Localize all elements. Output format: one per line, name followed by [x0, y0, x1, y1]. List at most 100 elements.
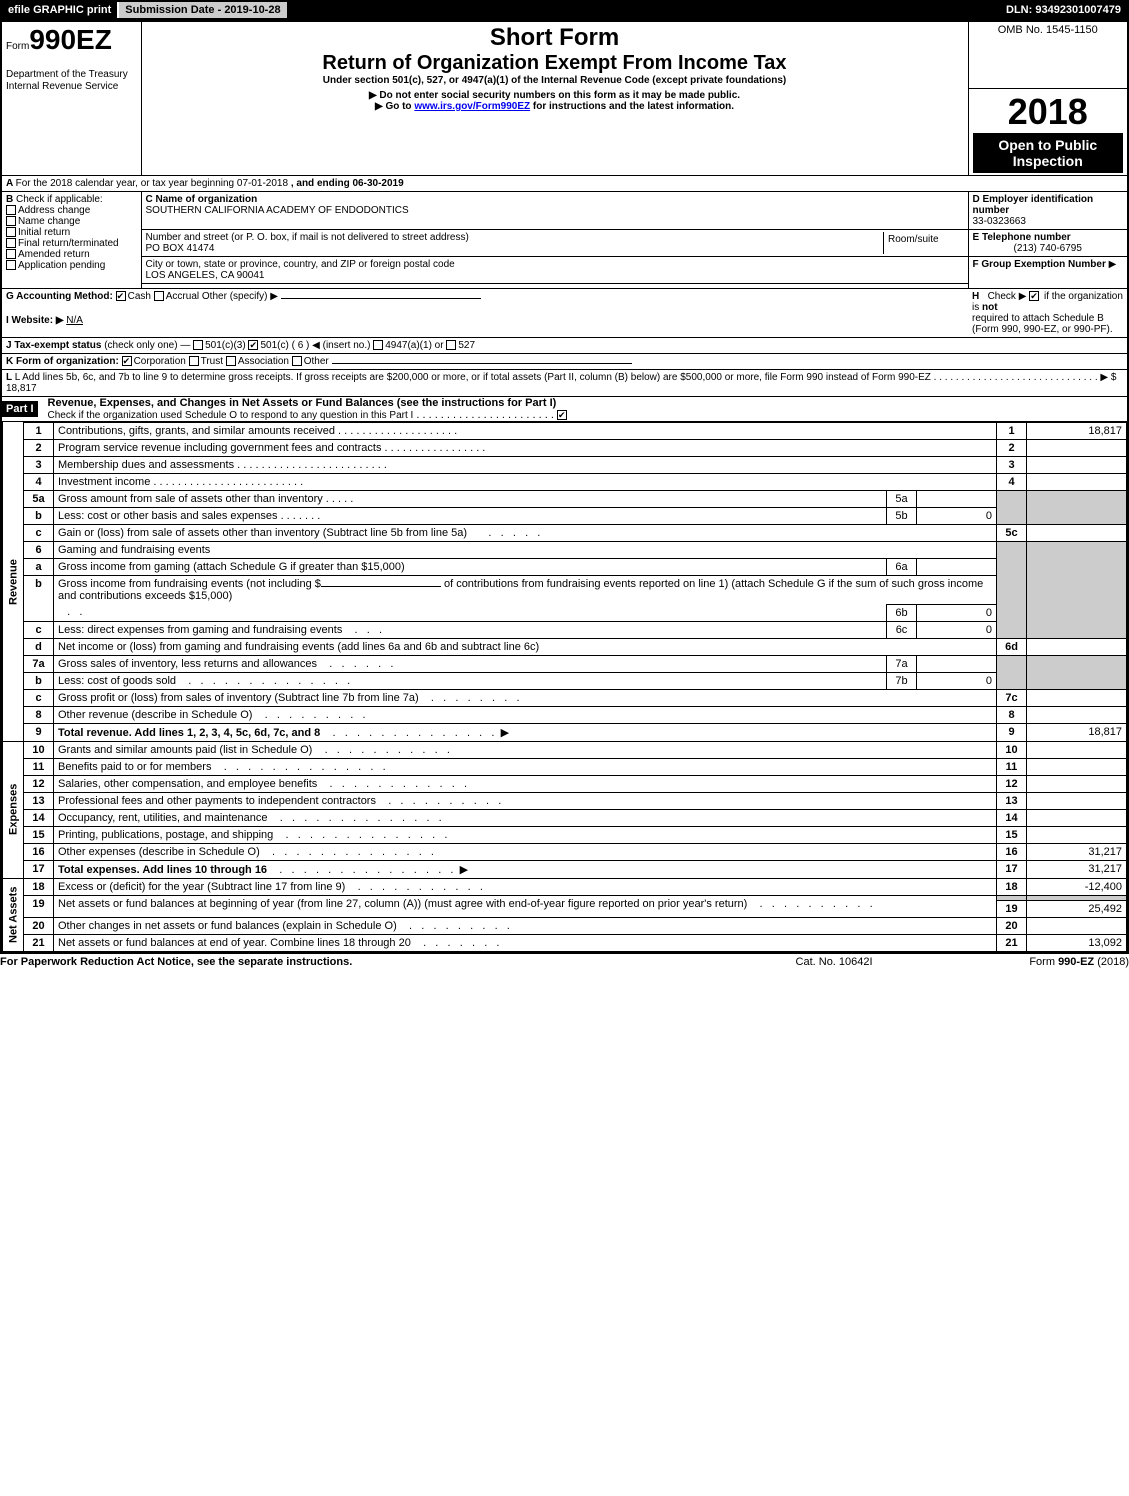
line15-box: 15 [997, 826, 1027, 843]
j-527-checkbox[interactable] [446, 340, 456, 350]
line5c-desc: Gain or (loss) from sale of assets other… [54, 524, 997, 541]
line5c-box: 5c [997, 524, 1027, 541]
irs-label: Internal Revenue Service [6, 81, 118, 92]
line18-num: 18 [24, 878, 54, 895]
line20-box: 20 [997, 917, 1027, 934]
line16-desc: Other expenses (describe in Schedule O) … [54, 843, 997, 860]
phone-label: E Telephone number [973, 232, 1071, 243]
street-value: PO BOX 41474 [146, 243, 215, 254]
line18-desc: Excess or (deficit) for the year (Subtra… [54, 878, 997, 895]
j-label: J Tax-exempt status [6, 340, 101, 351]
line10-amt [1027, 741, 1127, 758]
line19-desc: Net assets or fund balances at beginning… [54, 895, 997, 917]
line6d-box: 6d [997, 638, 1027, 655]
k-corp-checkbox[interactable] [122, 356, 132, 366]
form-table: Form990EZ Department of the Treasury Int… [0, 20, 1129, 954]
line16-amt: 31,217 [1027, 843, 1127, 860]
name-change-label: Name change [18, 216, 80, 227]
line8-num: 8 [24, 706, 54, 723]
j-opt1: 501(c)(3) [205, 340, 246, 351]
amended-return-checkbox[interactable] [6, 249, 16, 259]
h-suffix3: (Form 990, 990-EZ, or 990-PF). [972, 324, 1113, 335]
website-value: N/A [66, 315, 83, 326]
h-checkbox[interactable] [1029, 291, 1039, 301]
address-change-checkbox[interactable] [6, 205, 16, 215]
line11-amt [1027, 758, 1127, 775]
line21-num: 21 [24, 934, 54, 951]
line6c-subbox: 6c [887, 621, 917, 638]
line5b-desc: Less: cost or other basis and sales expe… [54, 507, 887, 524]
k-trust-label: Trust [201, 356, 223, 367]
line1-box: 1 [997, 422, 1027, 439]
final-return-checkbox[interactable] [6, 238, 16, 248]
line-a-text: For the 2018 calendar year, or tax year … [16, 178, 288, 189]
efile-print-button[interactable]: efile GRAPHIC print [2, 2, 119, 18]
k-corp-label: Corporation [134, 356, 186, 367]
group-exemption-arrow: ▶ [1109, 259, 1117, 270]
line7a-desc: Gross sales of inventory, less returns a… [54, 655, 887, 672]
line6a-subbox: 6a [887, 558, 917, 575]
j-opt2: 501(c) ( 6 ) ◀ (insert no.) [260, 340, 370, 351]
line6b-desc-top: Gross income from fundraising events (no… [54, 575, 997, 604]
line13-num: 13 [24, 792, 54, 809]
line12-desc: Salaries, other compensation, and employ… [54, 775, 997, 792]
line3-num: 3 [24, 456, 54, 473]
net-assets-side-label: Net Assets [3, 878, 24, 951]
line12-num: 12 [24, 775, 54, 792]
h-check-text: Check ▶ [988, 291, 1027, 302]
line6-num: 6 [24, 541, 54, 558]
line4-desc: Investment income . . . . . . . . . . . … [54, 473, 997, 490]
line6c-subamt: 0 [917, 621, 997, 638]
k-assoc-checkbox[interactable] [226, 356, 236, 366]
cash-checkbox[interactable] [116, 291, 126, 301]
line9-num: 9 [24, 723, 54, 741]
line9-box: 9 [997, 723, 1027, 741]
accrual-label: Accrual [166, 291, 199, 302]
accrual-checkbox[interactable] [154, 291, 164, 301]
line3-amt [1027, 456, 1127, 473]
part1-schedule-o-checkbox[interactable] [557, 410, 567, 420]
line5a-subamt [917, 490, 997, 507]
goto-line: ▶ Go to www.irs.gov/Form990EZ for instru… [146, 101, 964, 112]
city-label: City or town, state or province, country… [146, 259, 455, 270]
j-501c3-checkbox[interactable] [193, 340, 203, 350]
revenue-side-label: Revenue [3, 422, 24, 741]
line5c-num: c [24, 524, 54, 541]
j-note: (check only one) — [104, 340, 190, 351]
line7c-box: 7c [997, 689, 1027, 706]
k-other-checkbox[interactable] [292, 356, 302, 366]
ein-value: 33-0323663 [973, 216, 1026, 227]
line16-box: 16 [997, 843, 1027, 860]
line15-desc: Printing, publications, postage, and shi… [54, 826, 997, 843]
line21-amt: 13,092 [1027, 934, 1127, 951]
name-change-checkbox[interactable] [6, 216, 16, 226]
cash-label: Cash [128, 291, 151, 302]
line6d-amt [1027, 638, 1127, 655]
line7a-subbox: 7a [887, 655, 917, 672]
under-section: Under section 501(c), 527, or 4947(a)(1)… [146, 75, 964, 86]
line2-num: 2 [24, 439, 54, 456]
return-title: Return of Organization Exempt From Incom… [146, 52, 964, 75]
line18-box: 18 [997, 878, 1027, 895]
amended-return-label: Amended return [18, 249, 90, 260]
j-opt4: 527 [458, 340, 475, 351]
expenses-side-label: Expenses [3, 741, 24, 878]
line7a-subamt [917, 655, 997, 672]
goto-link[interactable]: www.irs.gov/Form990EZ [414, 101, 530, 112]
initial-return-checkbox[interactable] [6, 227, 16, 237]
application-pending-checkbox[interactable] [6, 260, 16, 270]
k-other-label: Other [304, 356, 329, 367]
submission-date-button[interactable]: Submission Date - 2019-10-28 [119, 2, 286, 18]
k-trust-checkbox[interactable] [189, 356, 199, 366]
line4-num: 4 [24, 473, 54, 490]
line7c-num: c [24, 689, 54, 706]
k-label: K Form of organization: [6, 356, 119, 367]
line6-desc: Gaming and fundraising events [54, 541, 997, 558]
line14-box: 14 [997, 809, 1027, 826]
line7b-num: b [24, 672, 54, 689]
line8-desc: Other revenue (describe in Schedule O) .… [54, 706, 997, 723]
j-4947-checkbox[interactable] [373, 340, 383, 350]
short-form-title: Short Form [146, 24, 964, 52]
check-applicable-label: Check if applicable: [16, 194, 103, 205]
j-501c-checkbox[interactable] [248, 340, 258, 350]
